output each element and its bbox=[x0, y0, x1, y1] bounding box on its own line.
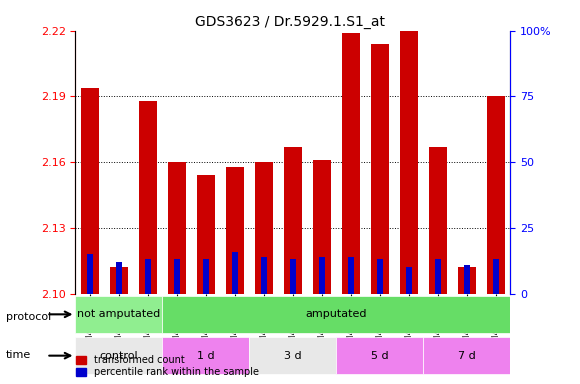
Text: control: control bbox=[100, 351, 138, 361]
FancyBboxPatch shape bbox=[249, 337, 336, 374]
Bar bbox=[464, 265, 470, 294]
FancyBboxPatch shape bbox=[75, 296, 162, 333]
Bar bbox=[110, 267, 128, 294]
Bar bbox=[348, 257, 354, 294]
Bar bbox=[400, 31, 418, 294]
Bar bbox=[284, 147, 302, 294]
Bar bbox=[116, 262, 122, 294]
Bar bbox=[203, 260, 209, 294]
Bar bbox=[319, 257, 325, 294]
Bar bbox=[168, 162, 186, 294]
Bar bbox=[342, 33, 360, 294]
FancyBboxPatch shape bbox=[75, 337, 162, 374]
Bar bbox=[139, 101, 157, 294]
Text: not amputated: not amputated bbox=[77, 310, 161, 319]
Bar bbox=[313, 160, 331, 294]
Text: 3 d: 3 d bbox=[284, 351, 302, 361]
Bar bbox=[458, 267, 476, 294]
Bar bbox=[174, 260, 180, 294]
Bar bbox=[377, 260, 383, 294]
FancyBboxPatch shape bbox=[423, 337, 510, 374]
Text: 1 d: 1 d bbox=[197, 351, 215, 361]
Bar bbox=[261, 257, 267, 294]
Bar bbox=[197, 175, 215, 294]
Text: 5 d: 5 d bbox=[371, 351, 389, 361]
Bar bbox=[145, 260, 151, 294]
Bar bbox=[435, 260, 441, 294]
Text: amputated: amputated bbox=[306, 310, 367, 319]
Bar bbox=[81, 88, 99, 294]
Bar bbox=[255, 162, 273, 294]
Bar bbox=[493, 260, 499, 294]
Bar bbox=[487, 96, 505, 294]
Text: protocol: protocol bbox=[6, 312, 51, 322]
Text: time: time bbox=[6, 350, 31, 360]
FancyBboxPatch shape bbox=[162, 296, 510, 333]
FancyBboxPatch shape bbox=[162, 337, 249, 374]
Bar bbox=[290, 260, 296, 294]
Bar bbox=[406, 267, 412, 294]
Legend: transformed count, percentile rank within the sample: transformed count, percentile rank withi… bbox=[74, 353, 261, 379]
Bar bbox=[429, 147, 447, 294]
Bar bbox=[232, 252, 238, 294]
Bar bbox=[371, 44, 389, 294]
FancyBboxPatch shape bbox=[336, 337, 423, 374]
Text: 7 d: 7 d bbox=[458, 351, 476, 361]
Bar bbox=[226, 167, 244, 294]
Text: GDS3623 / Dr.5929.1.S1_at: GDS3623 / Dr.5929.1.S1_at bbox=[195, 15, 385, 29]
Bar bbox=[87, 254, 93, 294]
